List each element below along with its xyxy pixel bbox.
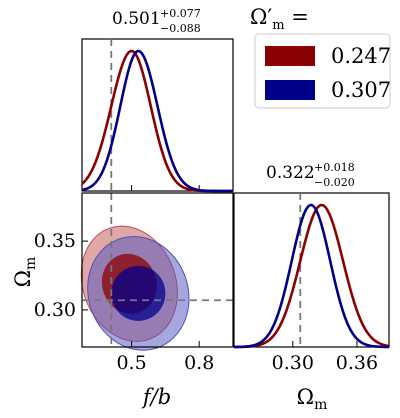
- fb-curve-1: [81, 49, 233, 193]
- legend-label-0: 0.247: [331, 44, 391, 68]
- panel-joint: 0.30 0.35 0.5 0.8 Ωm f/b: [11, 185, 234, 409]
- legend: Ω′m = 0.247 0.307: [250, 5, 391, 109]
- x-axis-label-om-main: Ω: [297, 385, 314, 409]
- y-tick-label-1: 0.35: [34, 230, 76, 252]
- legend-title-main: Ω′: [250, 5, 272, 29]
- y-axis-label-main: Ω: [11, 270, 35, 287]
- fb-curve-0: [81, 49, 233, 193]
- legend-swatch-0: [265, 46, 315, 66]
- fb-tick-label-1: 0.8: [184, 352, 214, 374]
- x-axis-label-fb: f/b: [141, 385, 171, 409]
- om-tick-label-0: 0.30: [272, 352, 314, 374]
- legend-label-1: 0.307: [331, 78, 391, 102]
- contour-inner-1: [111, 265, 166, 321]
- legend-title-sub: m: [272, 18, 284, 33]
- y-tick-label-0: 0.30: [34, 299, 76, 321]
- om-curve-0: [233, 203, 390, 349]
- om-summary-plus: +0.018: [314, 161, 355, 174]
- om-summary: 0.322: [266, 163, 315, 183]
- panel-om-marginal: 0.30 0.36 0.322 +0.018 −0.020 Ωm: [233, 161, 390, 413]
- legend-swatch-1: [265, 80, 315, 100]
- fb-summary-plus: +0.077: [160, 7, 201, 20]
- x-axis-label-om: Ωm: [297, 385, 328, 413]
- panel-fb-marginal: 0.501 +0.077 −0.088: [81, 7, 234, 193]
- fb-summary-value: 0.501: [112, 9, 161, 29]
- om-summary-value: 0.322: [266, 163, 315, 183]
- om-tick-label-1: 0.36: [336, 352, 378, 374]
- fb-summary: 0.501: [112, 9, 161, 29]
- y-axis-label: Ωm: [11, 257, 39, 288]
- x-axis-label-om-sub: m: [314, 397, 327, 413]
- legend-title-suffix: =: [285, 5, 309, 29]
- panel-fb-marginal-frame: [81, 38, 234, 192]
- om-curve-1: [233, 203, 390, 349]
- panel-joint-frame: [81, 192, 234, 348]
- legend-title: Ω′m =: [250, 5, 309, 33]
- panel-om-marginal-frame: [233, 192, 390, 348]
- fb-summary-minus: −0.088: [160, 22, 201, 35]
- om-summary-minus: −0.020: [314, 176, 355, 189]
- fb-tick-label-0: 0.5: [116, 352, 146, 374]
- y-axis-label-sub: m: [23, 257, 39, 270]
